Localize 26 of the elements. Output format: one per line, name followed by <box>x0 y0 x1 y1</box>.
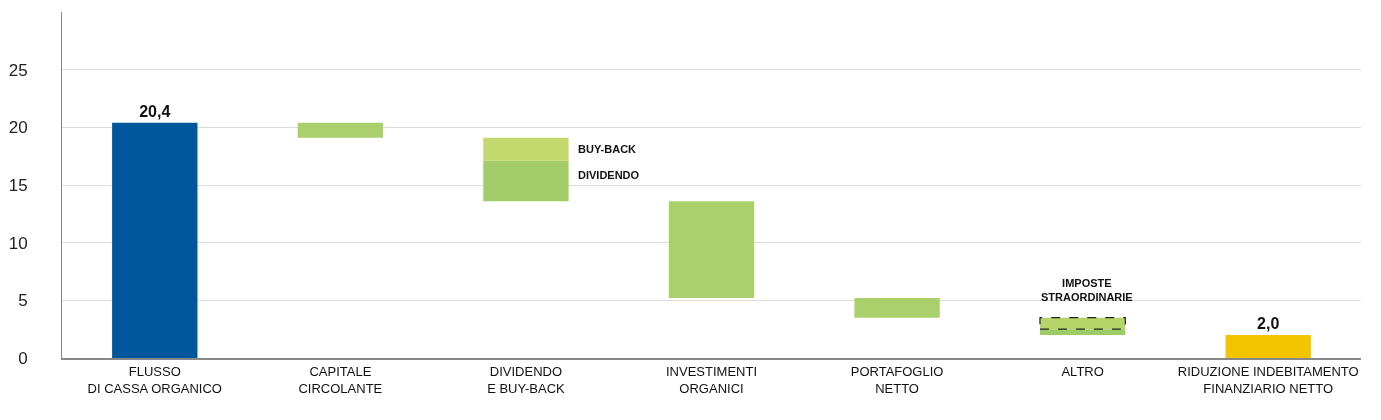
data-label: 20,4 <box>139 102 171 120</box>
x-tick-label: PORTAFOGLIO NETTO <box>850 363 944 396</box>
annotation: BUY-BACK <box>578 143 637 155</box>
x-tick-label: RIDUZIONE INDEBITAMENTO FINANZIARIO NETTO <box>1177 363 1359 396</box>
bar <box>668 201 755 299</box>
y-tick-label: 25 <box>8 60 28 80</box>
data-label: 2,0 <box>1257 314 1280 332</box>
y-tick-label: 15 <box>8 175 28 195</box>
bar <box>483 137 569 161</box>
annotation: DIVIDENDO <box>578 169 640 181</box>
y-tick-label: 5 <box>18 291 28 311</box>
bar <box>297 122 384 138</box>
y-tick-label: 10 <box>8 233 28 253</box>
bar <box>1039 329 1126 335</box>
bar <box>854 298 940 318</box>
bar <box>1225 334 1311 358</box>
bar <box>112 122 198 358</box>
x-tick-label: DIVIDENDO E BUY-BACK <box>487 363 566 396</box>
bar <box>483 160 569 202</box>
annotation: IMPOSTE STRAORDINARIE <box>1041 277 1133 304</box>
x-tick-label: INVESTIMENTI ORGANICI <box>665 363 758 396</box>
y-tick-label: 0 <box>18 348 28 368</box>
x-tick-label: ALTRO <box>1061 363 1104 379</box>
x-tick-label: FLUSSO DI CASSA ORGANICO <box>87 363 222 396</box>
x-tick-label: CAPITALE CIRCOLANTE <box>298 363 383 396</box>
y-tick-label: 20 <box>8 118 28 138</box>
